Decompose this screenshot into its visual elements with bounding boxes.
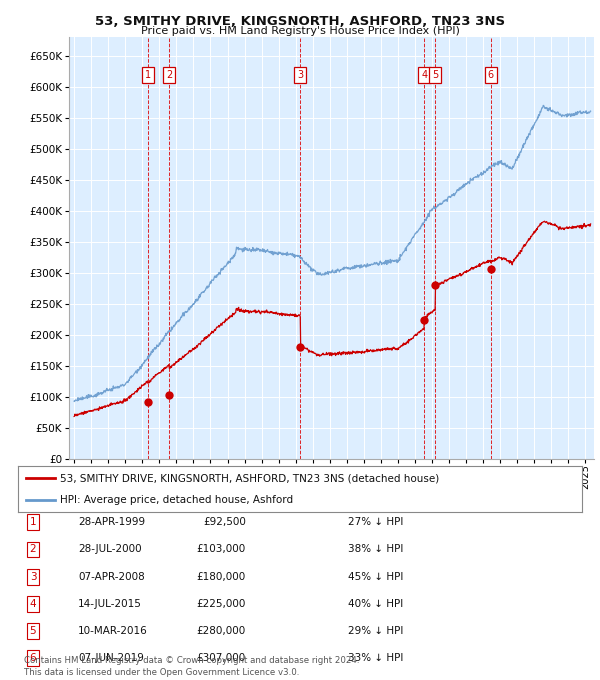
Text: 38% ↓ HPI: 38% ↓ HPI xyxy=(348,545,403,554)
Text: £225,000: £225,000 xyxy=(197,599,246,609)
Text: 4: 4 xyxy=(421,69,427,80)
Text: HPI: Average price, detached house, Ashford: HPI: Average price, detached house, Ashf… xyxy=(60,494,293,505)
Text: 07-JUN-2019: 07-JUN-2019 xyxy=(78,653,144,663)
Text: 2: 2 xyxy=(166,69,172,80)
Text: 40% ↓ HPI: 40% ↓ HPI xyxy=(348,599,403,609)
Text: 1: 1 xyxy=(145,69,151,80)
Text: 28-JUL-2000: 28-JUL-2000 xyxy=(78,545,142,554)
Text: 45% ↓ HPI: 45% ↓ HPI xyxy=(348,572,403,581)
Text: 53, SMITHY DRIVE, KINGSNORTH, ASHFORD, TN23 3NS: 53, SMITHY DRIVE, KINGSNORTH, ASHFORD, T… xyxy=(95,15,505,28)
Text: £103,000: £103,000 xyxy=(197,545,246,554)
Text: 6: 6 xyxy=(487,69,494,80)
Text: 3: 3 xyxy=(29,572,37,581)
Text: 6: 6 xyxy=(29,653,37,663)
Text: £180,000: £180,000 xyxy=(197,572,246,581)
Text: 33% ↓ HPI: 33% ↓ HPI xyxy=(348,653,403,663)
Text: Price paid vs. HM Land Registry's House Price Index (HPI): Price paid vs. HM Land Registry's House … xyxy=(140,26,460,36)
Text: 53, SMITHY DRIVE, KINGSNORTH, ASHFORD, TN23 3NS (detached house): 53, SMITHY DRIVE, KINGSNORTH, ASHFORD, T… xyxy=(60,473,440,483)
Text: 1: 1 xyxy=(29,517,37,527)
Text: 2: 2 xyxy=(29,545,37,554)
Text: Contains HM Land Registry data © Crown copyright and database right 2024.
This d: Contains HM Land Registry data © Crown c… xyxy=(24,656,359,677)
Text: 14-JUL-2015: 14-JUL-2015 xyxy=(78,599,142,609)
Text: £280,000: £280,000 xyxy=(197,626,246,636)
Text: £92,500: £92,500 xyxy=(203,517,246,527)
Text: 5: 5 xyxy=(29,626,37,636)
Text: £307,000: £307,000 xyxy=(197,653,246,663)
Text: 28-APR-1999: 28-APR-1999 xyxy=(78,517,145,527)
Text: 3: 3 xyxy=(297,69,304,80)
Text: 4: 4 xyxy=(29,599,37,609)
Text: 07-APR-2008: 07-APR-2008 xyxy=(78,572,145,581)
Text: 5: 5 xyxy=(432,69,439,80)
Text: 10-MAR-2016: 10-MAR-2016 xyxy=(78,626,148,636)
Text: 29% ↓ HPI: 29% ↓ HPI xyxy=(348,626,403,636)
Text: 27% ↓ HPI: 27% ↓ HPI xyxy=(348,517,403,527)
